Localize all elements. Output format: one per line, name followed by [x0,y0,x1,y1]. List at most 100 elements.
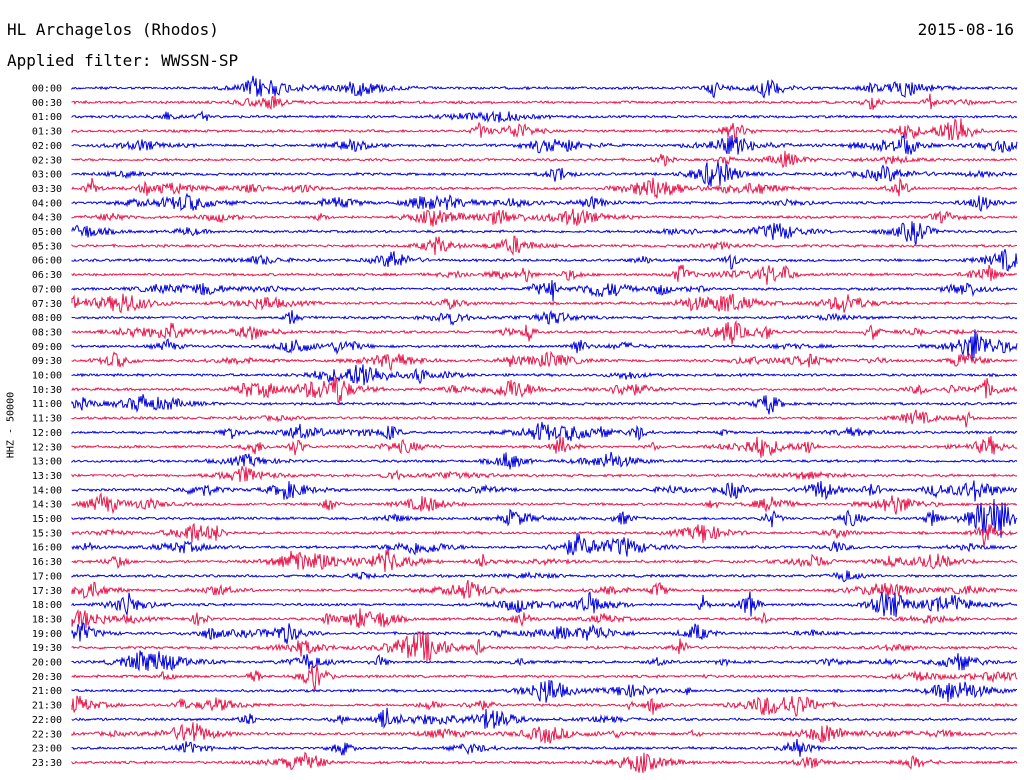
trace-line [71,249,1018,272]
row-label: 19:30 [32,643,62,654]
row-label: 10:30 [32,385,62,396]
row-label: 05:00 [32,227,62,238]
trace-line [71,522,1018,547]
trace-line [71,695,1018,717]
row-label: 16:30 [32,557,62,568]
row-label: 19:00 [32,629,62,640]
trace-line [71,133,1018,155]
trace-line [71,533,1018,557]
row-label: 01:00 [32,112,62,123]
row-label: 21:30 [32,701,62,712]
trace-line [71,435,1018,458]
filter-label: Applied filter: WWSSN-SP [7,51,239,70]
row-label: 06:30 [32,270,62,281]
row-label: 04:00 [32,198,62,209]
trace-line [71,722,1018,744]
row-label: 18:00 [32,600,62,611]
trace-line [71,110,1018,123]
row-label: 08:30 [32,327,62,338]
trace-line [71,208,1018,227]
trace-line [71,451,1018,470]
row-label: 14:30 [32,500,62,511]
trace-line [71,608,1018,631]
trace-line [71,591,1018,618]
trace-line [71,376,1018,404]
row-label: 22:30 [32,729,62,740]
trace-line [71,364,1018,386]
row-label: 23:30 [32,758,62,769]
trace-line [71,421,1018,442]
row-label: 16:00 [32,543,62,554]
trace-line [71,707,1018,729]
row-label: 09:30 [32,356,62,367]
row-label: 05:30 [32,241,62,252]
row-label: 17:00 [32,571,62,582]
row-label: 18:30 [32,614,62,625]
row-label: 00:30 [32,98,62,109]
row-label: 08:00 [32,313,62,324]
trace-line [71,579,1018,600]
row-label: 11:00 [32,399,62,410]
trace-line [71,751,1018,773]
row-label: 14:00 [32,485,62,496]
trace-line [71,150,1018,169]
trace-line [71,235,1018,256]
trace-line [71,650,1018,672]
row-label: 13:30 [32,471,62,482]
trace-line [71,480,1018,502]
row-label: 13:00 [32,457,62,468]
trace-line [71,75,1018,99]
row-label: 23:00 [32,744,62,755]
date-label: 2015-08-16 [917,20,1014,39]
trace-line [71,293,1018,314]
trace-line [71,329,1018,361]
trace-line [71,680,1018,703]
trace-line [71,93,1018,111]
row-label: 03:00 [32,170,62,181]
trace-line [71,499,1018,538]
row-label: 15:30 [32,528,62,539]
row-label: 00:00 [32,84,62,95]
trace-line [71,409,1018,428]
row-label: 02:00 [32,141,62,152]
trace-line [71,221,1018,245]
trace-line [71,264,1018,285]
trace-line [71,466,1018,482]
trace-line [71,118,1018,142]
row-label: 17:30 [32,586,62,597]
trace-line [71,621,1018,644]
row-label: 07:30 [32,299,62,310]
row-label: 11:30 [32,414,62,425]
row-label: 03:30 [32,184,62,195]
row-label: 06:00 [32,256,62,267]
trace-line [71,309,1018,326]
trace-line [71,738,1018,757]
trace-line [71,192,1018,212]
trace-line [71,279,1018,302]
trace-line [71,350,1018,372]
row-label: 07:00 [32,284,62,295]
row-label: 01:30 [32,127,62,138]
row-label: 10:00 [32,371,62,382]
row-label: 02:30 [32,155,62,166]
row-label: 04:30 [32,213,62,224]
row-label: 20:00 [32,658,62,669]
trace-line [71,492,1018,515]
trace-line [71,664,1018,691]
trace-line [71,549,1018,572]
row-label: 09:00 [32,342,62,353]
row-label: 12:30 [32,442,62,453]
row-label: 12:00 [32,428,62,439]
row-label: 21:00 [32,686,62,697]
row-label: 22:00 [32,715,62,726]
trace-line [71,394,1018,415]
trace-line [71,570,1018,583]
row-label: 20:30 [32,672,62,683]
trace-line [71,631,1018,663]
trace-line [71,161,1018,187]
row-label: 15:00 [32,514,62,525]
trace-line [71,177,1018,199]
station-title: HL Archagelos (Rhodos) [7,20,219,39]
trace-line [71,319,1018,345]
